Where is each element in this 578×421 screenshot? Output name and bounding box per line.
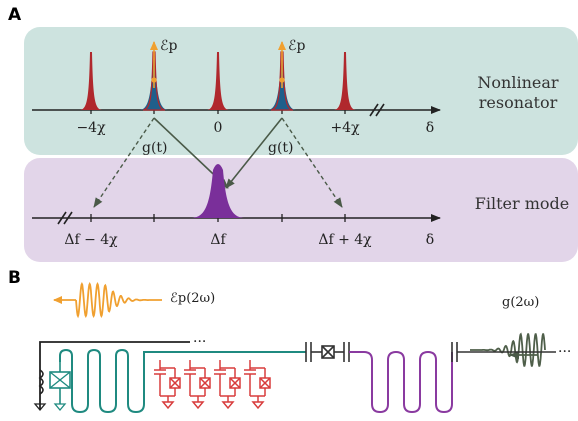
resonator-peak-1 — [80, 52, 102, 110]
pump-arrow-right — [278, 41, 286, 88]
pump-arrow-left — [150, 41, 158, 88]
resonator-axis-label: δ — [426, 120, 434, 136]
drive-wave-label: g(2ω) — [502, 295, 539, 310]
resonator-label-line1: Nonlinear — [477, 73, 558, 92]
junction-array — [154, 360, 271, 410]
filter-resonator-line — [349, 350, 453, 414]
nonlinear-resonator-line — [59, 348, 306, 414]
filter-tick-label-center: Δf — [210, 232, 227, 248]
resonator-tick-label-zero: 0 — [214, 120, 223, 136]
resonator-tick-label-plus: +4χ — [330, 120, 360, 136]
filter-peak — [192, 164, 244, 218]
resonator-peak-2-outline — [142, 51, 166, 111]
filter-tick-label-plus: Δf + 4χ — [318, 232, 372, 248]
drive-wave-packet — [470, 332, 546, 367]
filter-tick-label-minus: Δf − 4χ — [64, 232, 118, 248]
inter-mode-coupler — [305, 342, 350, 362]
pump-label-left: ℰp — [160, 38, 177, 54]
resonator-axis-break — [369, 103, 385, 117]
coupling-arrow-left-dashed — [93, 117, 155, 208]
panel-b-letter: B — [8, 268, 21, 288]
pump-feed-ellipsis: ··· — [193, 334, 206, 350]
resonator-tick-label-minus: −4χ — [76, 120, 106, 136]
coupling-label-right: g(t) — [268, 140, 294, 156]
pump-feed-line — [39, 341, 190, 410]
filter-label: Filter mode — [475, 194, 569, 213]
pump-wave-packet — [53, 281, 162, 319]
resonator-peak-3 — [207, 52, 229, 110]
coupling-arrow-right-solid — [225, 117, 283, 189]
pump-label-right: ℰp — [288, 38, 305, 54]
resonator-peak-4-outline — [270, 51, 294, 111]
resonator-peak-5 — [334, 52, 356, 110]
coupling-arrow-right-dashed — [281, 117, 343, 208]
filter-background — [24, 158, 578, 262]
resonator-label-line2: resonator — [479, 93, 558, 112]
filter-axis-label: δ — [426, 232, 434, 248]
coupling-label-left: g(t) — [142, 140, 168, 156]
squid-coupler — [33, 362, 71, 412]
pump-wave-label: ℰp(2ω) — [170, 291, 215, 306]
filter-axis-break — [57, 211, 73, 225]
drive-line-ellipsis: ··· — [558, 344, 571, 360]
output-capacitor — [451, 342, 556, 362]
panel-a-letter: A — [8, 5, 22, 25]
resonator-background — [24, 27, 578, 155]
